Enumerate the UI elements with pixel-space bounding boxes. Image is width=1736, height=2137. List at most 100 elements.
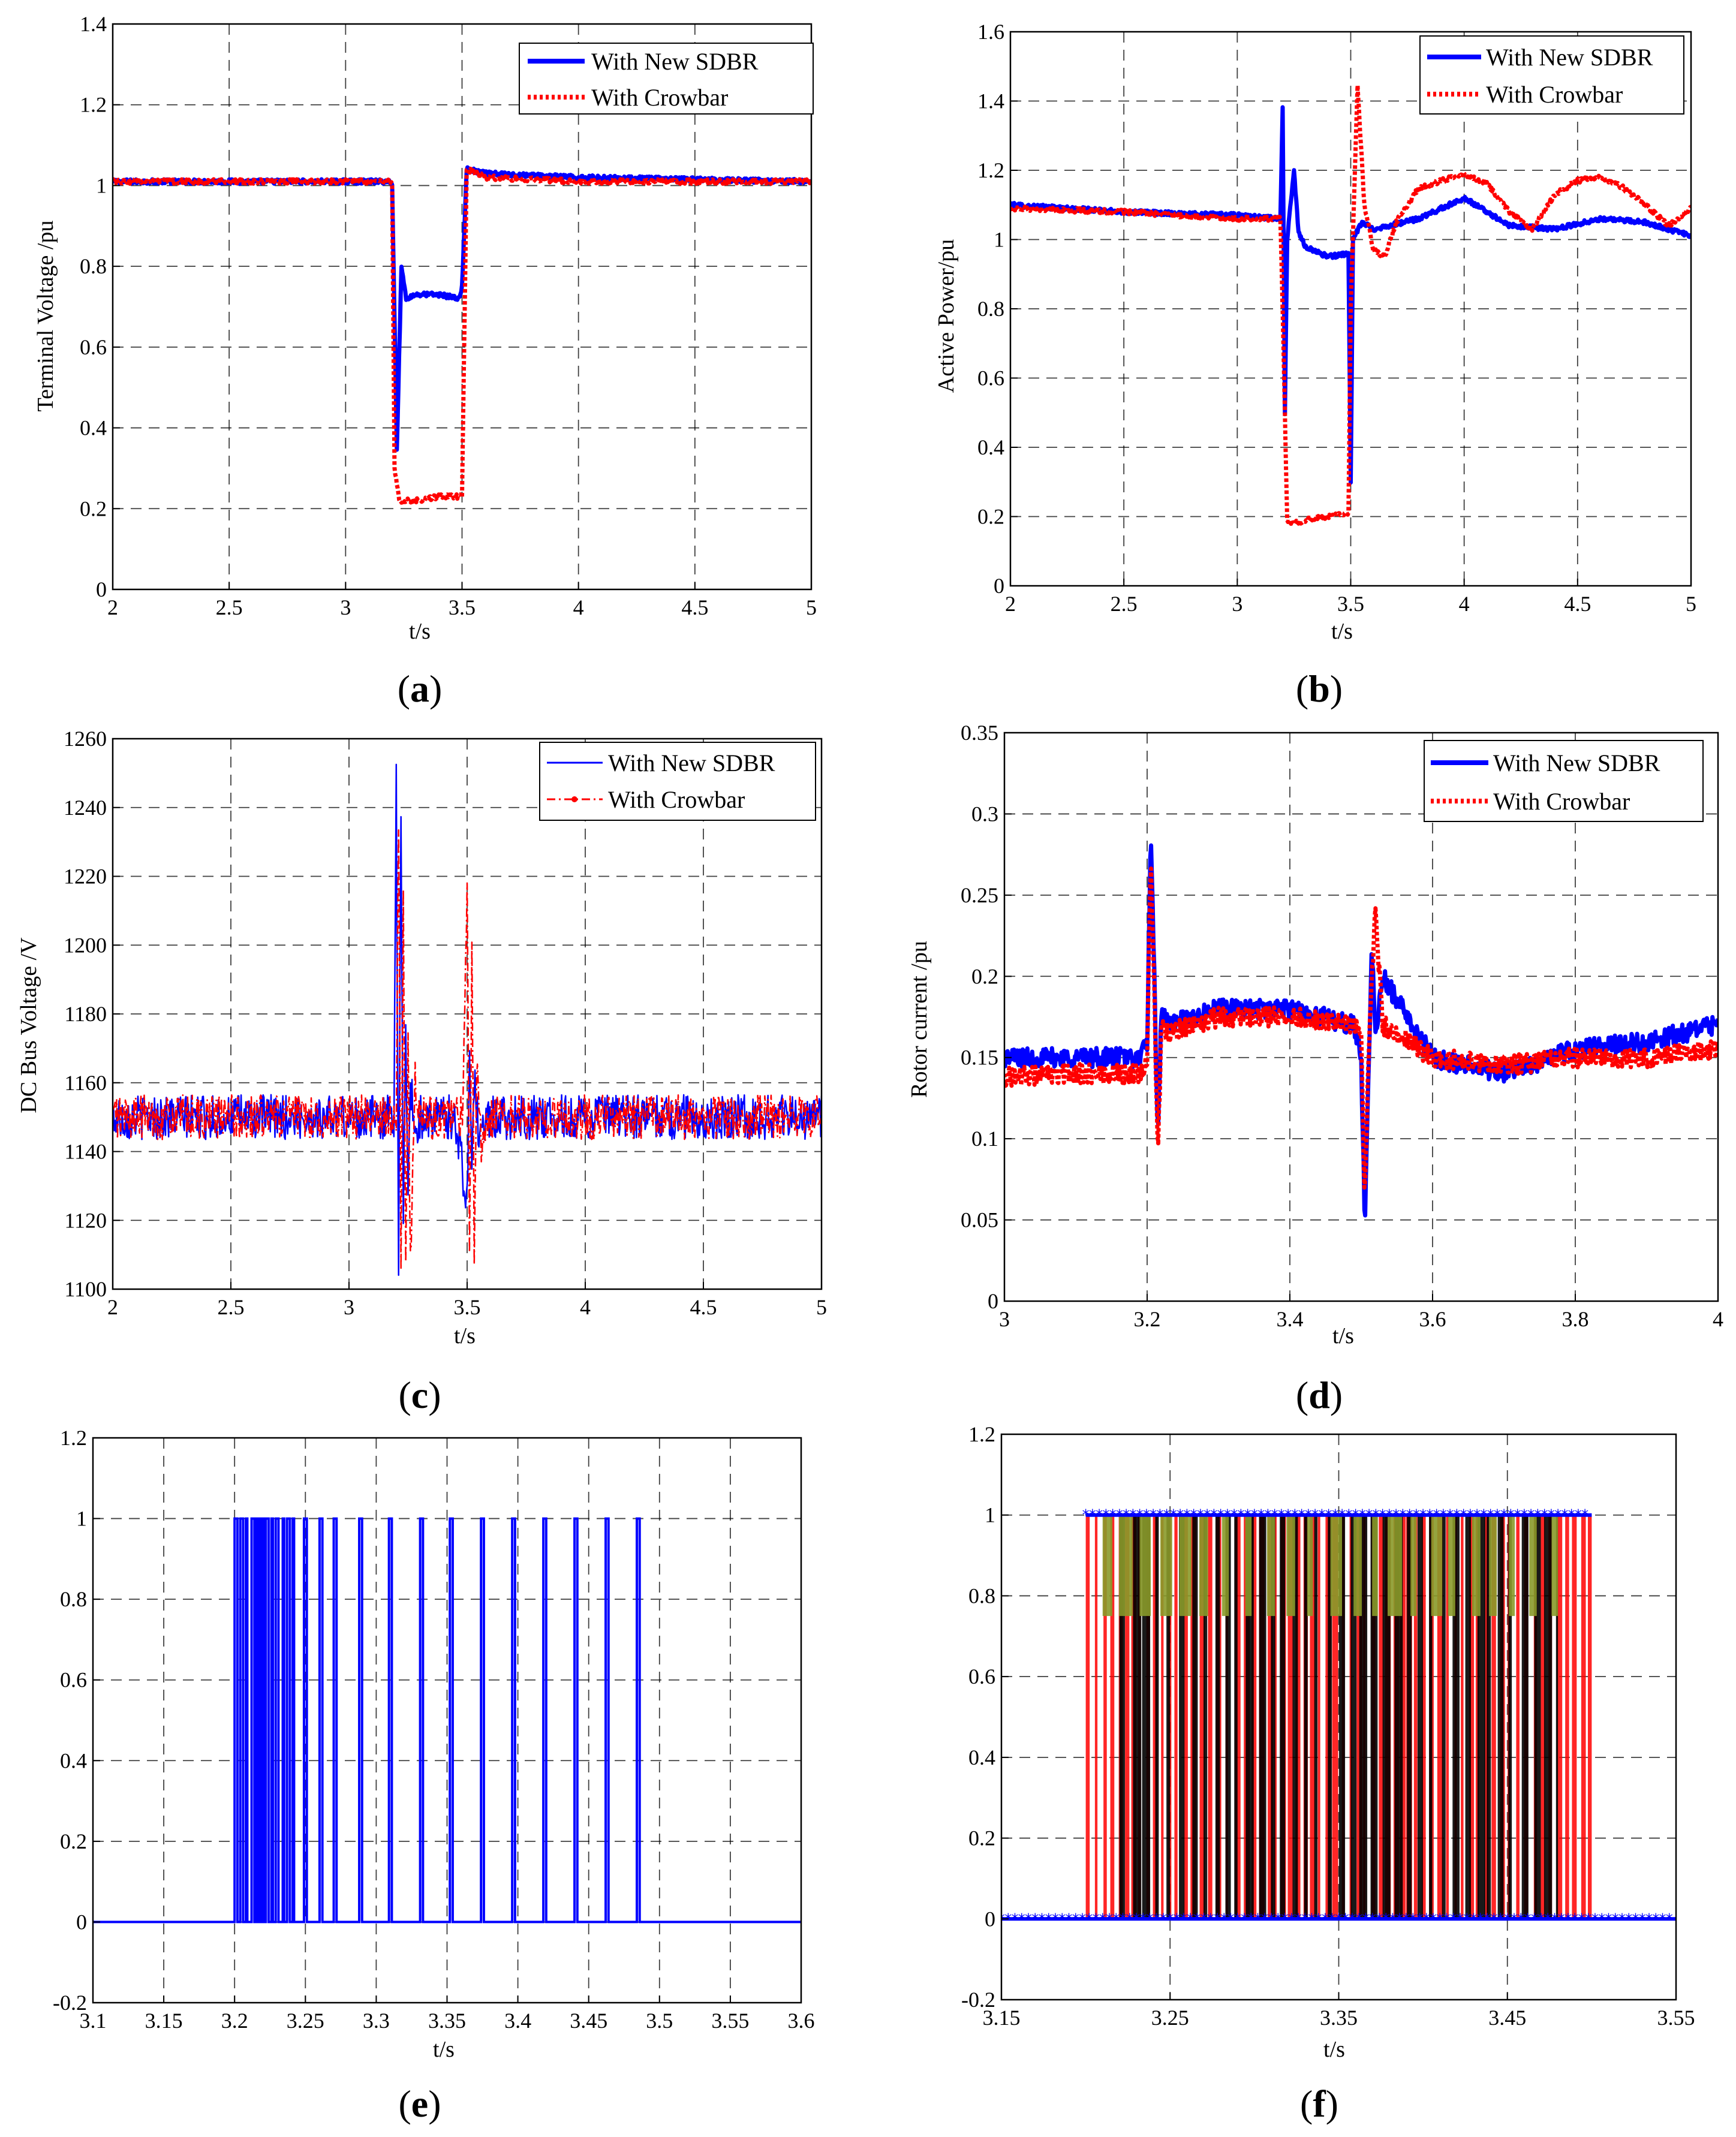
switching-pulse	[1387, 1515, 1403, 1617]
sample-marker: *	[1311, 1507, 1319, 1524]
sample-marker: *	[1150, 1507, 1157, 1524]
sample-marker: *	[1325, 1507, 1332, 1524]
sample-marker: *	[1274, 1910, 1281, 1927]
sample-marker: *	[1618, 1910, 1626, 1927]
y-tick-label: 0.6	[80, 335, 107, 359]
switching-pulse	[1286, 1515, 1295, 1617]
switching-pulse	[1103, 1515, 1107, 1919]
switching-pulse	[1431, 1515, 1443, 1617]
switching-pulse	[1413, 1515, 1418, 1919]
sample-marker: *	[1322, 1910, 1329, 1927]
sample-marker: *	[1227, 1910, 1235, 1927]
switching-pulse	[1179, 1515, 1192, 1617]
y-tick-label: 1180	[64, 1002, 107, 1026]
sample-marker: *	[1551, 1910, 1559, 1927]
sample-marker: *	[1102, 1507, 1109, 1524]
sample-marker: *	[1426, 1507, 1433, 1524]
sample-marker: *	[1271, 1507, 1278, 1524]
sample-marker: *	[1160, 1910, 1167, 1927]
y-tick-label: 0.4	[968, 1745, 995, 1769]
chart-c-ylabel: DC Bus Voltage /V	[16, 937, 41, 1113]
y-tick-label: 0.2	[971, 964, 998, 988]
sample-marker: *	[1089, 1507, 1096, 1524]
sample-marker: *	[1473, 1507, 1481, 1524]
sample-marker: *	[1079, 1910, 1086, 1927]
pulse-train-line	[93, 1517, 801, 1924]
sample-marker: *	[1217, 1507, 1224, 1524]
switching-pulse	[1330, 1515, 1343, 1617]
y-tick-label: -0.2	[53, 1991, 87, 2015]
switching-pulse	[1174, 1515, 1178, 1919]
chart-e-panel-label: (e)	[398, 2082, 441, 2125]
x-tick-label: 4	[580, 1295, 591, 1319]
sample-marker: *	[1085, 1910, 1093, 1927]
x-tick-label: 3	[340, 595, 351, 619]
chart-a-xticks: 2 2.5 3 3.5 4 4.5 5	[107, 582, 817, 619]
chart-f-yticks: -0.2 0 0.2 0.4 0.6 0.8 1 1.2	[961, 1422, 1009, 2012]
y-tick-label: 0.35	[961, 721, 998, 745]
switching-pulse	[1508, 1515, 1512, 1919]
chart-a: 2 2.5 3 3.5 4 4.5 5 0 0.2 0.4 0.6 0.8 1 1.2 1.4 t/s T…	[33, 12, 817, 710]
sample-marker: *	[1511, 1910, 1518, 1927]
sample-marker: *	[1467, 1507, 1474, 1524]
switching-pulse	[1251, 1515, 1257, 1919]
x-tick-label: 4.5	[1564, 592, 1591, 616]
sample-marker: *	[1639, 1910, 1646, 1927]
x-tick-label: 3.4	[1277, 1307, 1304, 1331]
sample-marker: *	[1018, 1910, 1025, 1927]
y-tick-label: 0.1	[971, 1127, 998, 1151]
chart-f-series: * * * * * * * * * * * * * * * * * * * * * * * * * * * * * * * * * * * * * * * *…	[1001, 1507, 1676, 1927]
y-tick-label: 0.4	[977, 435, 1004, 459]
y-tick-label: 1260	[64, 727, 107, 751]
sample-marker: *	[1214, 1910, 1221, 1927]
sample-marker: *	[1257, 1507, 1265, 1524]
sample-marker: *	[1251, 1507, 1258, 1524]
switching-pulse	[1287, 1515, 1293, 1919]
chart-e-frame	[92, 1437, 802, 2004]
chart-b-xlabel: t/s	[1331, 619, 1353, 644]
switching-pulse	[1234, 1515, 1238, 1919]
sample-marker: *	[1446, 1507, 1454, 1524]
sample-marker: *	[1359, 1507, 1366, 1524]
chart-f-xticks: 3.15 3.25 3.35 3.45 3.55	[983, 1992, 1695, 2030]
legend-label-sdbr: With New SDBR	[1486, 44, 1653, 71]
switching-pulse	[1551, 1515, 1559, 1617]
legend-label-sdbr: With New SDBR	[608, 750, 775, 776]
sample-marker: *	[1153, 1910, 1160, 1927]
x-tick-label: 3.6	[788, 2009, 815, 2033]
switching-pulse	[1085, 1515, 1090, 1919]
switching-pulse	[1271, 1515, 1275, 1919]
y-tick-label: 0.2	[80, 496, 107, 520]
sample-marker: *	[1166, 1910, 1174, 1927]
sample-marker: *	[1234, 1910, 1241, 1927]
sample-marker: *	[1497, 1910, 1505, 1927]
switching-pulse	[1184, 1515, 1188, 1919]
sample-marker: *	[1362, 1910, 1370, 1927]
x-tick-label: 3.55	[1657, 2006, 1695, 2030]
x-tick-label: 3.2	[221, 2009, 248, 2033]
svg-text:(e): (e)	[398, 2082, 441, 2125]
chart-b-ylabel: Active Power/pu	[934, 239, 959, 393]
chart-f-panel-label: (f)	[1300, 2082, 1338, 2125]
sample-marker: *	[1436, 1910, 1443, 1927]
switching-pulse	[1314, 1515, 1317, 1919]
switching-pulse	[1119, 1515, 1125, 1919]
sample-marker: *	[1386, 1507, 1393, 1524]
sample-marker: *	[1389, 1910, 1397, 1927]
y-tick-label: 0.8	[80, 254, 107, 278]
chart-b-grid	[1010, 32, 1691, 586]
chart-e: 3.1 3.15 3.2 3.25 3.3 3.35 3.4 3.45 3.5 3.55 3.6 -…	[53, 1426, 815, 2125]
chart-a-xlabel: t/s	[409, 619, 431, 644]
y-tick-label: 0	[76, 1910, 87, 1934]
y-tick-label: 0	[994, 574, 1004, 598]
switching-pulse	[1407, 1515, 1412, 1919]
switching-pulse	[1489, 1515, 1497, 1617]
sample-marker: *	[1645, 1910, 1653, 1927]
x-tick-label: 3.3	[363, 2009, 390, 2033]
sample-marker: *	[1490, 1910, 1497, 1927]
y-tick-label: 0.6	[977, 366, 1004, 390]
sample-marker: *	[1352, 1507, 1359, 1524]
y-tick-label: 1100	[64, 1277, 107, 1301]
sample-marker: *	[1355, 1910, 1362, 1927]
y-tick-label: 0.4	[60, 1748, 87, 1772]
